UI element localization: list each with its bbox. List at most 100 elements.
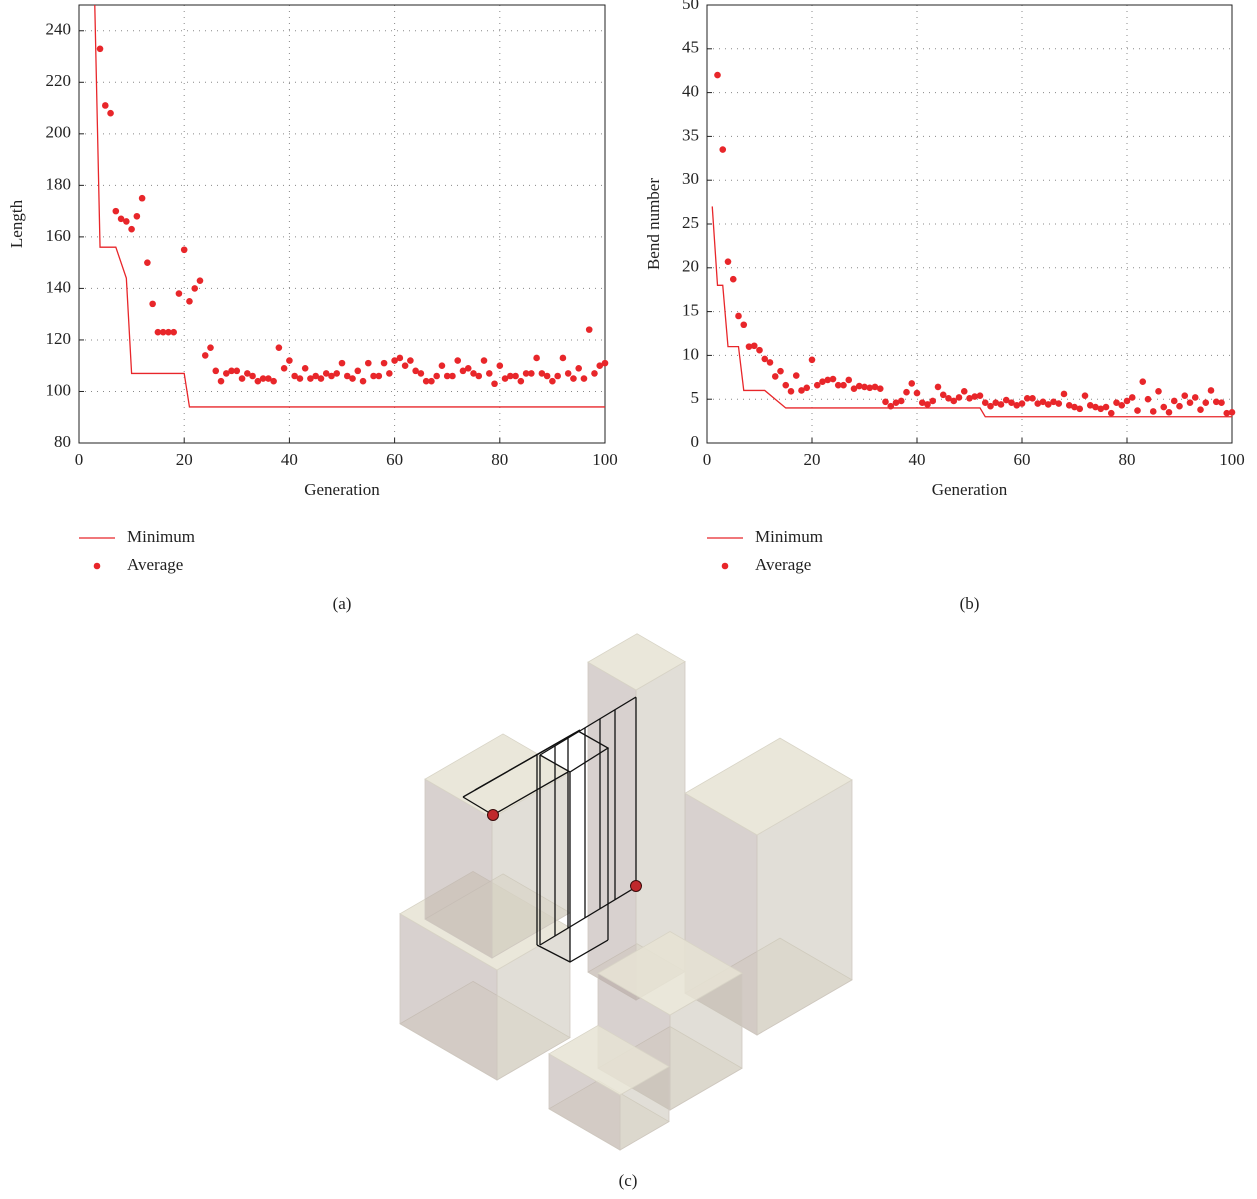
point	[544, 373, 551, 380]
legend-marker	[94, 563, 101, 570]
point	[565, 370, 572, 377]
point	[903, 389, 910, 396]
point	[270, 378, 277, 385]
x-tick-label: 40	[909, 450, 926, 469]
point	[281, 365, 288, 372]
x-axis-label: Generation	[304, 480, 380, 499]
point	[1166, 409, 1173, 416]
point	[845, 377, 852, 384]
point	[102, 102, 109, 109]
point	[486, 370, 493, 377]
point	[181, 246, 188, 253]
y-tick-label: 200	[46, 123, 72, 142]
legend-label: Minimum	[127, 527, 195, 546]
point	[497, 362, 504, 369]
point	[977, 392, 984, 399]
legend-label: Average	[127, 555, 183, 574]
y-tick-label: 40	[682, 82, 699, 101]
box-left	[588, 662, 636, 1000]
legend-marker	[722, 563, 729, 570]
point	[107, 110, 114, 117]
x-tick-label: 40	[281, 450, 298, 469]
x-tick-label: 60	[1014, 450, 1031, 469]
point	[191, 285, 198, 292]
point	[1229, 409, 1236, 416]
point	[318, 375, 325, 382]
point	[360, 378, 367, 385]
point	[128, 226, 135, 233]
point	[554, 373, 561, 380]
point	[113, 208, 120, 215]
point	[365, 360, 372, 367]
y-tick-label: 25	[682, 213, 699, 232]
point	[1181, 392, 1188, 399]
point	[170, 329, 177, 336]
x-tick-label: 60	[386, 450, 403, 469]
point	[402, 362, 409, 369]
point	[376, 373, 383, 380]
point	[935, 384, 942, 391]
point	[719, 146, 726, 153]
point	[1108, 410, 1115, 417]
point	[439, 362, 446, 369]
line	[95, 5, 605, 407]
point	[714, 72, 721, 79]
point	[144, 259, 151, 266]
point	[1155, 388, 1162, 395]
point	[735, 313, 742, 320]
point	[176, 290, 183, 297]
point	[518, 378, 525, 385]
point	[803, 385, 810, 392]
point	[1082, 392, 1089, 399]
line	[712, 206, 1232, 416]
y-tick-label: 80	[54, 432, 71, 451]
point	[570, 375, 577, 382]
point	[512, 373, 519, 380]
point	[1061, 391, 1068, 398]
point	[740, 321, 747, 328]
point	[1176, 403, 1183, 410]
point	[1197, 406, 1204, 413]
point	[1160, 404, 1167, 411]
legend-label: Average	[755, 555, 811, 574]
x-tick-label: 100	[592, 450, 618, 469]
endpoint	[631, 881, 642, 892]
point	[840, 382, 847, 389]
caption: (a)	[333, 594, 352, 613]
y-tick-label: 45	[682, 38, 699, 57]
point	[533, 355, 540, 362]
y-axis-label: Length	[7, 199, 26, 248]
point	[730, 276, 737, 283]
point	[882, 399, 889, 406]
point	[1019, 400, 1026, 407]
y-tick-label: 240	[46, 20, 72, 39]
point	[767, 359, 774, 366]
x-axis-label: Generation	[932, 480, 1008, 499]
point	[186, 298, 193, 305]
point	[297, 375, 304, 382]
point	[218, 378, 225, 385]
point	[386, 370, 393, 377]
point	[234, 368, 241, 375]
y-tick-label: 120	[46, 329, 72, 348]
point	[339, 360, 346, 367]
point	[1202, 399, 1209, 406]
y-tick-label: 220	[46, 71, 72, 90]
point	[454, 357, 461, 364]
point	[381, 360, 388, 367]
point	[1208, 387, 1215, 394]
point	[908, 380, 915, 387]
y-tick-label: 0	[691, 432, 700, 451]
point	[97, 46, 104, 53]
x-tick-label: 0	[75, 450, 84, 469]
point	[998, 401, 1005, 408]
y-tick-label: 50	[682, 0, 699, 13]
point	[197, 277, 204, 284]
point	[149, 301, 156, 308]
point	[207, 344, 214, 351]
x-tick-label: 80	[491, 450, 508, 469]
point	[581, 375, 588, 382]
point	[751, 342, 758, 349]
point	[549, 378, 556, 385]
